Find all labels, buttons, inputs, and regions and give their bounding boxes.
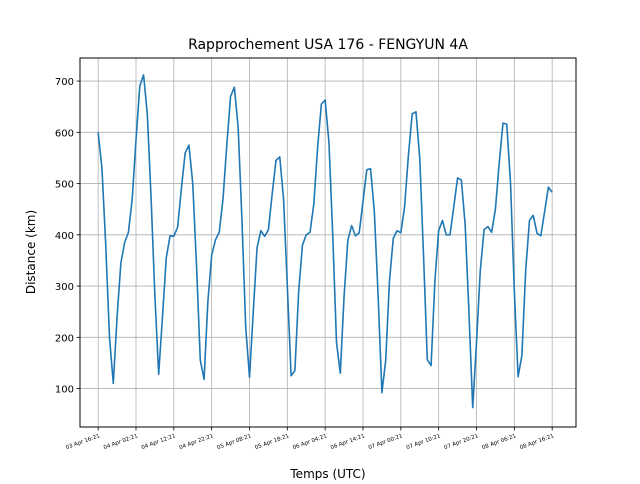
y-tick-label: 700: [55, 77, 74, 88]
x-tick-label: 04 Apr 02:21: [103, 433, 139, 451]
grid: [80, 58, 576, 427]
x-tick-label: 04 Apr 22:21: [179, 433, 215, 451]
x-tick-label: 04 Apr 12:21: [141, 433, 177, 451]
x-axis-ticks: 03 Apr 16:21 04 Apr 02:21 04 Apr 12:21 04 A…: [65, 427, 555, 451]
y-axis-ticks: 100 200 300 400 500 600 700: [55, 77, 80, 396]
x-tick-label: 08 Apr 06:21: [481, 433, 517, 451]
chart-title: Rapprochement USA 176 - FENGYUN 4A: [188, 37, 468, 53]
x-tick-label: 08 Apr 16:21: [519, 433, 555, 451]
x-tick-label: 05 Apr 08:21: [216, 433, 252, 451]
x-tick-label: 06 Apr 04:21: [292, 433, 328, 451]
y-axis-label: Distance (km): [24, 210, 38, 294]
y-tick-label: 400: [55, 231, 74, 242]
series-line: [97, 74, 553, 409]
y-tick-label: 200: [55, 333, 74, 344]
x-tick-label: 06 Apr 14:21: [330, 433, 366, 451]
x-tick-label: 05 Apr 18:21: [254, 433, 290, 451]
y-tick-label: 300: [55, 282, 74, 293]
x-tick-label: 03 Apr 16:21: [65, 433, 101, 451]
x-axis-label: Temps (UTC): [289, 467, 365, 480]
x-tick-label: 07 Apr 20:21: [443, 433, 479, 451]
x-tick-label: 07 Apr 10:21: [406, 433, 442, 451]
y-tick-label: 100: [55, 385, 74, 396]
series-layer: [97, 74, 553, 409]
y-tick-label: 600: [55, 128, 74, 139]
x-tick-label: 07 Apr 00:21: [368, 433, 404, 451]
plot-frame: [79, 57, 577, 428]
y-tick-label: 500: [55, 180, 74, 191]
